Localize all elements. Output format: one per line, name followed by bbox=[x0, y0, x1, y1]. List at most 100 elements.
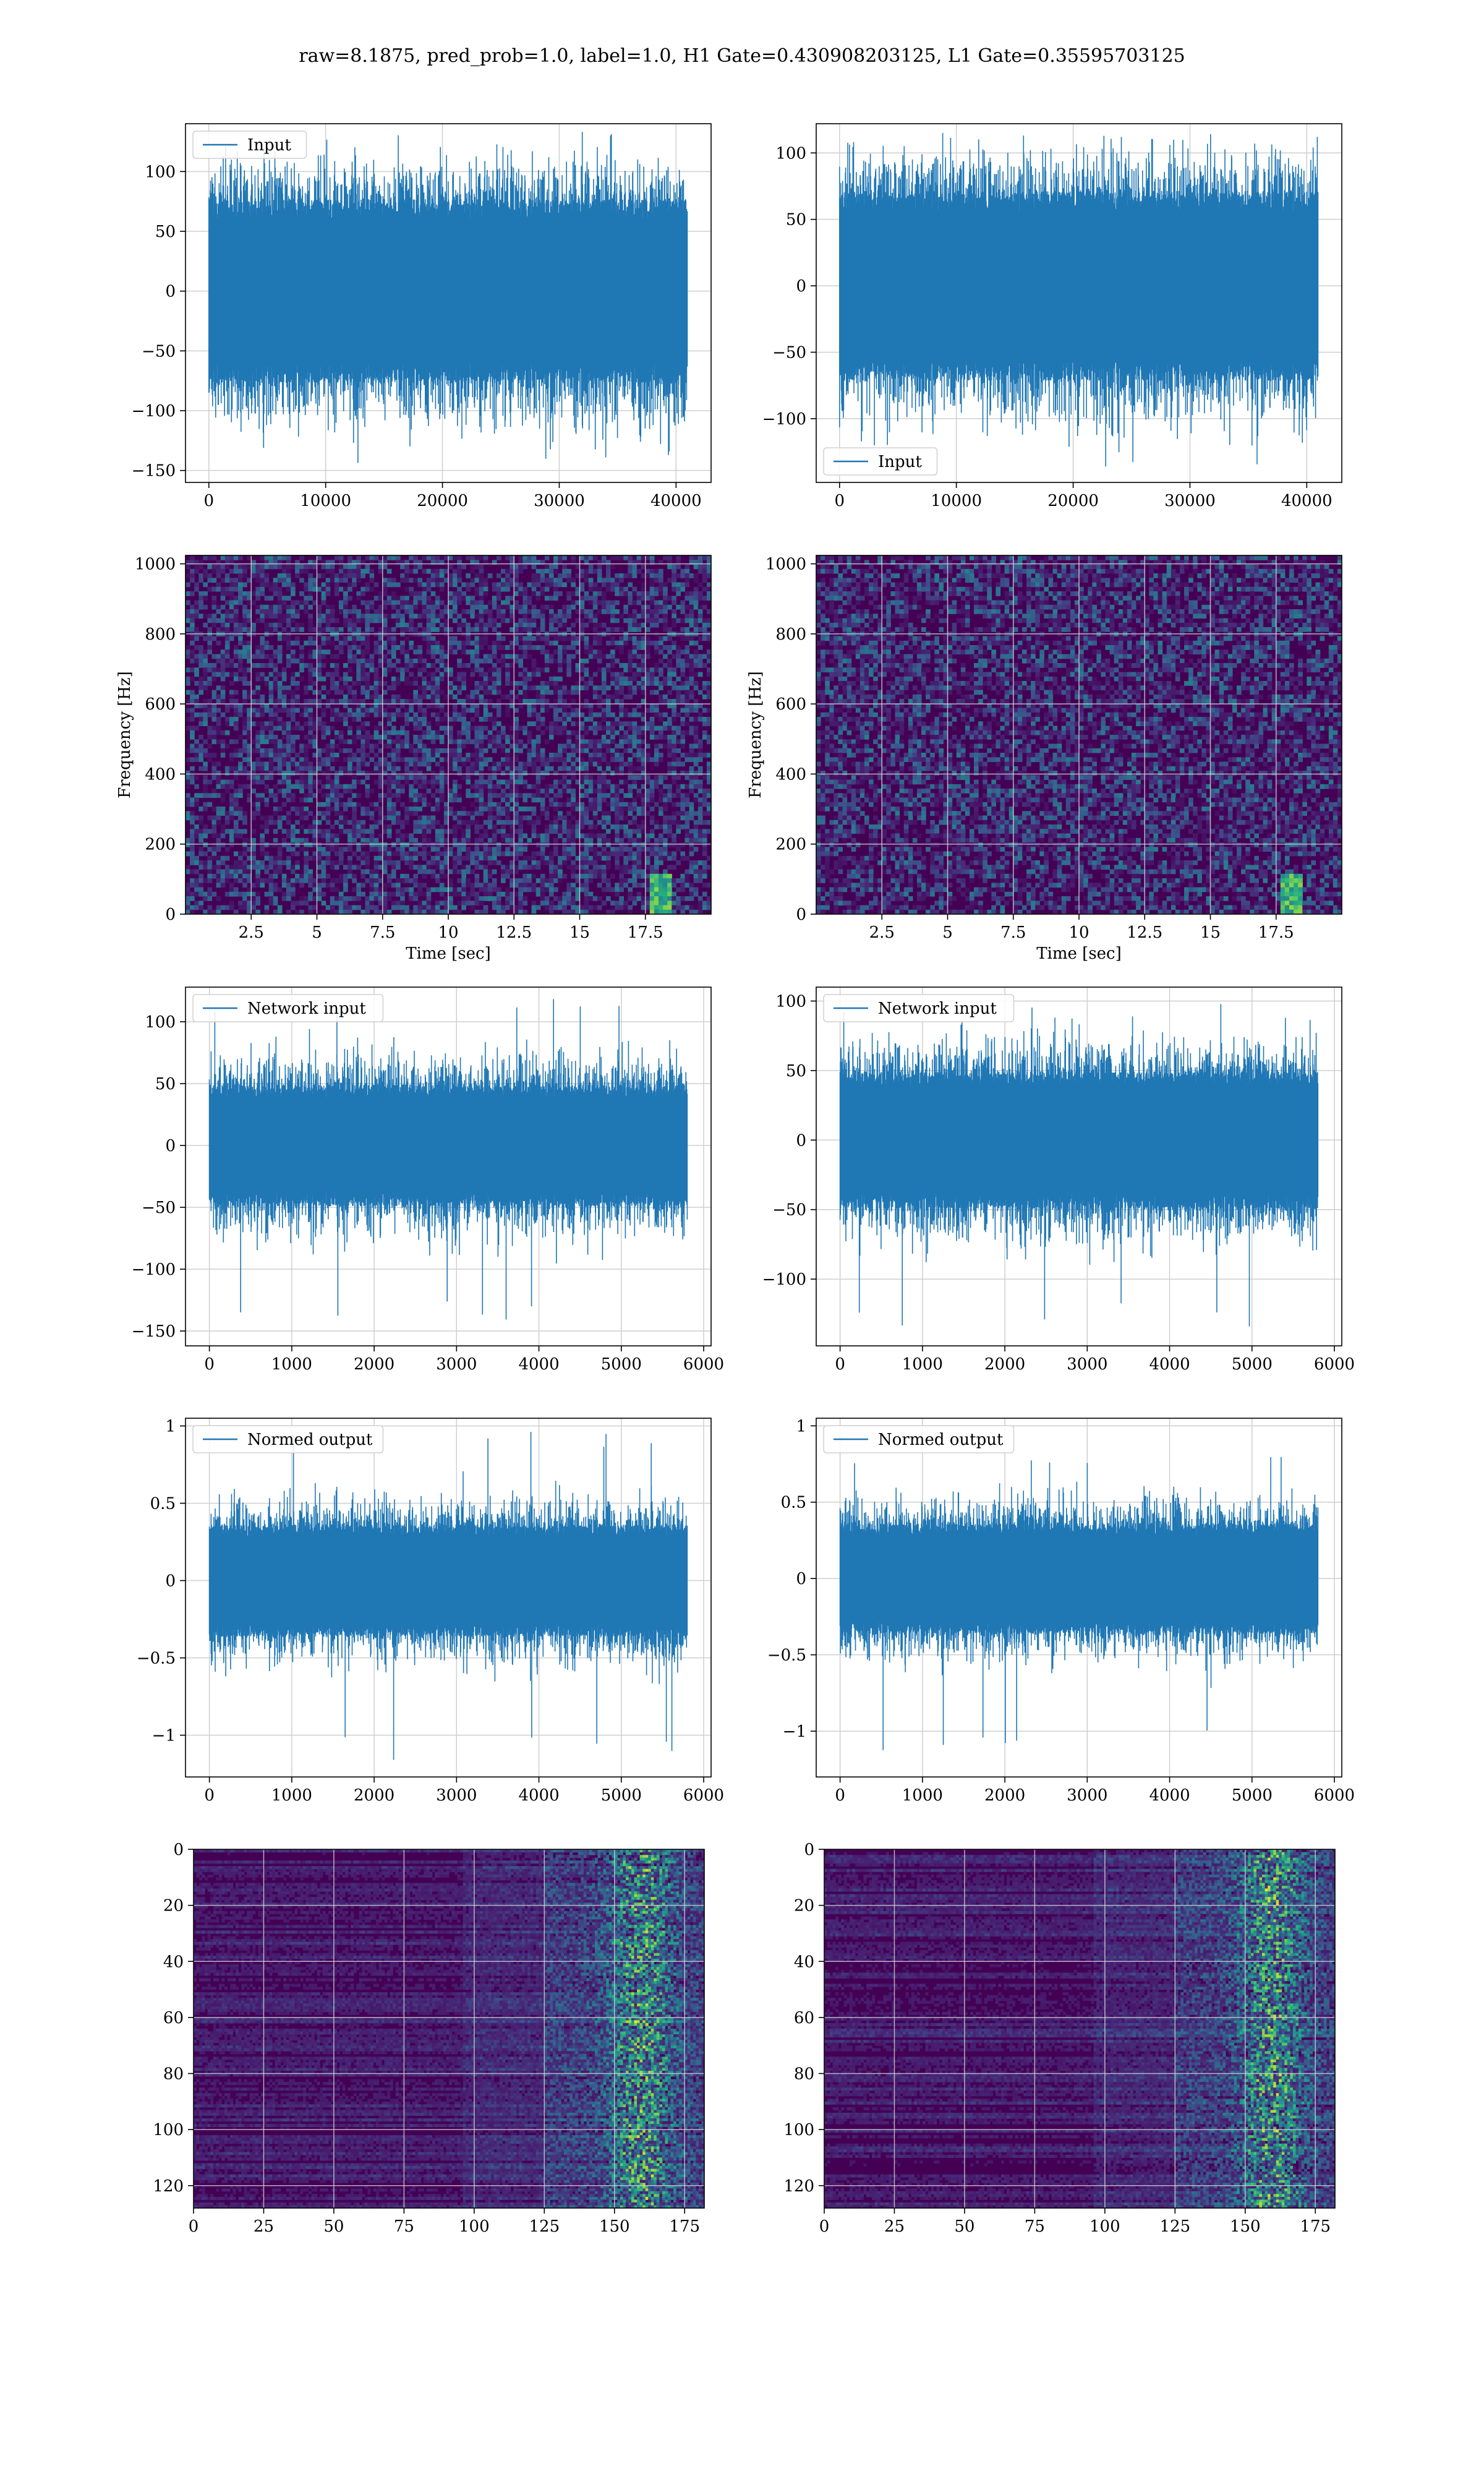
heatmap-cell bbox=[247, 721, 252, 727]
heatmap-cell bbox=[531, 645, 537, 650]
heatmap-cell bbox=[558, 726, 563, 731]
heatmap-cell bbox=[470, 726, 475, 731]
heatmap-cell bbox=[233, 568, 239, 574]
heatmap-cell bbox=[216, 878, 221, 883]
heatmap-cell bbox=[334, 811, 339, 816]
heatmap-cell bbox=[238, 865, 243, 870]
heatmap-cell bbox=[304, 793, 309, 798]
heatmap-cell bbox=[417, 658, 423, 664]
heatmap-cell bbox=[588, 869, 594, 875]
heatmap-cell bbox=[356, 829, 361, 834]
heatmap-cell bbox=[391, 614, 396, 619]
heatmap-cell bbox=[579, 824, 585, 829]
heatmap-cell bbox=[597, 761, 602, 767]
heatmap-cell bbox=[365, 604, 370, 610]
heatmap-cell bbox=[365, 896, 370, 901]
heatmap-cell bbox=[382, 712, 388, 717]
heatmap-cell bbox=[386, 712, 392, 717]
heatmap-cell bbox=[247, 743, 252, 749]
heatmap-cell bbox=[579, 609, 585, 614]
heatmap-cell bbox=[496, 609, 501, 614]
heatmap-cell bbox=[207, 735, 213, 740]
heatmap-cell bbox=[360, 824, 365, 829]
heatmap-cell bbox=[474, 604, 480, 610]
heatmap-cell bbox=[579, 712, 585, 717]
heatmap-cell bbox=[365, 761, 370, 767]
heatmap-cell bbox=[330, 878, 335, 883]
heatmap-cell bbox=[268, 614, 274, 619]
heatmap-cell bbox=[308, 811, 313, 816]
x-axis: 0 10000 20000 30000 40000 bbox=[835, 482, 1333, 510]
heatmap-cell bbox=[584, 771, 589, 776]
heatmap-cell bbox=[190, 837, 195, 843]
heatmap-cell bbox=[443, 779, 449, 785]
heatmap-cell bbox=[273, 748, 278, 753]
heatmap-cell bbox=[304, 896, 309, 901]
heatmap-cell bbox=[571, 640, 576, 646]
heatmap-cell bbox=[492, 860, 497, 865]
heatmap-cell bbox=[553, 721, 558, 727]
heatmap-cell bbox=[229, 681, 234, 686]
heatmap-cell bbox=[461, 708, 466, 713]
heatmap-cell bbox=[531, 591, 537, 596]
heatmap-cell bbox=[304, 586, 309, 592]
heatmap-cell bbox=[531, 560, 537, 565]
heatmap-cell bbox=[229, 690, 234, 695]
heatmap-cell bbox=[391, 779, 396, 785]
legend-label: Input bbox=[247, 136, 291, 155]
heatmap-cell bbox=[575, 690, 581, 695]
heatmap-cell bbox=[312, 743, 318, 749]
heatmap-cell bbox=[198, 905, 203, 910]
heatmap-cell bbox=[229, 600, 234, 606]
heatmap-cell bbox=[430, 815, 436, 821]
heatmap-cell bbox=[466, 869, 471, 875]
heatmap-cell bbox=[430, 735, 436, 740]
heatmap-cell bbox=[378, 703, 383, 709]
heatmap-cell bbox=[238, 735, 243, 740]
heatmap-cell bbox=[474, 573, 480, 578]
heatmap-cell bbox=[413, 568, 418, 574]
heatmap-cell bbox=[566, 887, 571, 892]
heatmap-cell bbox=[291, 609, 296, 614]
heatmap-cell bbox=[571, 690, 576, 695]
heatmap-cell bbox=[216, 564, 221, 570]
heatmap-cell bbox=[435, 779, 440, 785]
heatmap-cell bbox=[535, 757, 541, 763]
heatmap-cell bbox=[443, 663, 449, 668]
heatmap-cell bbox=[404, 766, 409, 771]
heatmap-cell bbox=[220, 860, 226, 865]
heatmap-cell bbox=[330, 842, 335, 847]
heatmap-cell bbox=[527, 887, 532, 892]
heatmap-cell bbox=[597, 721, 602, 727]
heatmap-cell bbox=[264, 721, 270, 727]
heatmap-cell bbox=[501, 807, 506, 811]
heatmap-cell bbox=[422, 797, 427, 803]
heatmap-cell bbox=[400, 851, 405, 857]
heatmap-cell bbox=[409, 833, 414, 839]
heatmap-cell bbox=[505, 600, 510, 606]
heatmap-cell bbox=[470, 654, 475, 659]
heatmap-cell bbox=[348, 789, 352, 794]
heatmap-cell bbox=[268, 820, 274, 825]
heatmap-cell bbox=[435, 699, 440, 704]
heatmap-cell bbox=[281, 721, 287, 727]
heatmap-cell bbox=[470, 699, 475, 704]
heatmap-cell bbox=[571, 887, 576, 892]
heatmap-cell bbox=[562, 726, 567, 731]
heatmap-cell bbox=[317, 690, 322, 695]
heatmap-cell bbox=[343, 591, 348, 596]
heatmap-cell bbox=[277, 789, 283, 794]
heatmap-cell bbox=[277, 771, 283, 776]
heatmap-cell bbox=[531, 909, 537, 914]
heatmap-cell bbox=[422, 681, 427, 686]
heatmap-cell bbox=[369, 658, 375, 664]
heatmap-cell bbox=[194, 564, 199, 570]
heatmap-cell bbox=[404, 663, 409, 668]
heatmap-cell bbox=[273, 865, 278, 870]
heatmap-cell bbox=[334, 645, 339, 650]
heatmap-cell bbox=[439, 649, 445, 655]
heatmap-cell bbox=[404, 649, 409, 655]
heatmap-cell bbox=[330, 824, 335, 829]
heatmap-cell bbox=[479, 793, 484, 798]
heatmap-cell bbox=[286, 735, 291, 740]
